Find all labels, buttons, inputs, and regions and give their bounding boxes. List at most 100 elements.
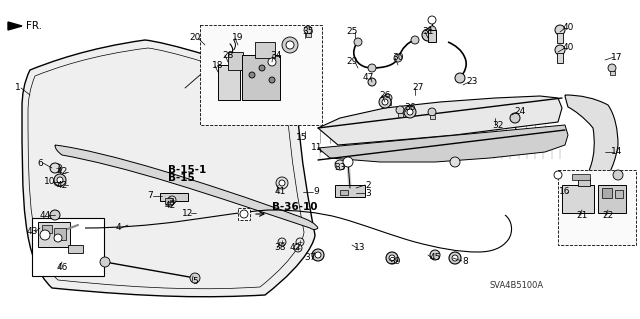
Polygon shape bbox=[318, 96, 562, 145]
Text: 43: 43 bbox=[26, 227, 38, 236]
Bar bbox=[38, 222, 70, 247]
Circle shape bbox=[240, 210, 248, 218]
Bar bbox=[397, 113, 403, 117]
Text: 8: 8 bbox=[462, 256, 468, 265]
Text: 44: 44 bbox=[40, 211, 51, 219]
Circle shape bbox=[259, 65, 265, 71]
Circle shape bbox=[379, 96, 391, 108]
Text: 42: 42 bbox=[164, 201, 175, 210]
Circle shape bbox=[166, 198, 174, 206]
Circle shape bbox=[411, 36, 419, 44]
Text: 7: 7 bbox=[147, 191, 153, 201]
Text: 27: 27 bbox=[412, 84, 424, 93]
Circle shape bbox=[315, 252, 321, 258]
Circle shape bbox=[54, 164, 62, 172]
Bar bbox=[238, 208, 250, 220]
Bar bbox=[615, 190, 623, 198]
Text: 20: 20 bbox=[189, 33, 201, 42]
Text: 45: 45 bbox=[429, 254, 441, 263]
Circle shape bbox=[613, 170, 623, 180]
Bar bbox=[572, 174, 590, 180]
Circle shape bbox=[430, 250, 440, 260]
Bar bbox=[242, 55, 280, 100]
Text: 40: 40 bbox=[563, 24, 573, 33]
Text: 10: 10 bbox=[44, 177, 56, 187]
PathPatch shape bbox=[55, 145, 318, 229]
Text: 24: 24 bbox=[515, 108, 525, 116]
Bar bbox=[578, 178, 590, 186]
Text: B-15: B-15 bbox=[168, 173, 195, 183]
Circle shape bbox=[396, 106, 404, 114]
Text: 22: 22 bbox=[602, 211, 614, 219]
Text: 13: 13 bbox=[355, 243, 365, 253]
Polygon shape bbox=[318, 125, 568, 162]
Circle shape bbox=[40, 230, 50, 240]
Polygon shape bbox=[8, 22, 22, 30]
Circle shape bbox=[422, 29, 434, 41]
Text: 31: 31 bbox=[422, 27, 434, 36]
Text: 33: 33 bbox=[334, 164, 346, 173]
Circle shape bbox=[554, 171, 562, 179]
Circle shape bbox=[190, 273, 200, 283]
Circle shape bbox=[384, 94, 392, 102]
Circle shape bbox=[100, 257, 110, 267]
Text: B-36-10: B-36-10 bbox=[272, 202, 317, 212]
Bar bbox=[218, 65, 240, 100]
Text: 15: 15 bbox=[296, 133, 308, 143]
Circle shape bbox=[428, 108, 436, 116]
Bar bbox=[557, 33, 563, 43]
Text: 30: 30 bbox=[392, 54, 404, 63]
Circle shape bbox=[354, 38, 362, 46]
Bar bbox=[335, 185, 365, 197]
Circle shape bbox=[50, 163, 60, 173]
Circle shape bbox=[368, 78, 376, 86]
Circle shape bbox=[608, 64, 616, 72]
Circle shape bbox=[279, 180, 285, 186]
Text: 39: 39 bbox=[389, 257, 401, 266]
Circle shape bbox=[296, 238, 304, 246]
Circle shape bbox=[168, 196, 176, 204]
Text: 36: 36 bbox=[404, 103, 416, 113]
Circle shape bbox=[282, 37, 298, 53]
Circle shape bbox=[286, 41, 294, 49]
Text: 21: 21 bbox=[576, 211, 588, 219]
Text: 37: 37 bbox=[304, 254, 316, 263]
Circle shape bbox=[368, 64, 376, 72]
Bar bbox=[558, 170, 636, 245]
Circle shape bbox=[269, 77, 275, 83]
Bar bbox=[429, 33, 435, 37]
Circle shape bbox=[343, 157, 353, 167]
Text: 42: 42 bbox=[56, 167, 68, 176]
Circle shape bbox=[335, 160, 345, 170]
Bar bbox=[562, 185, 594, 213]
Text: 16: 16 bbox=[559, 188, 571, 197]
Bar bbox=[602, 188, 612, 198]
Circle shape bbox=[304, 26, 312, 34]
Circle shape bbox=[294, 244, 302, 252]
Text: 6: 6 bbox=[37, 159, 43, 167]
Bar bbox=[429, 115, 435, 119]
Circle shape bbox=[57, 177, 63, 183]
Text: 34: 34 bbox=[270, 50, 282, 60]
Circle shape bbox=[450, 157, 460, 167]
Bar bbox=[68, 245, 83, 253]
Circle shape bbox=[555, 45, 565, 55]
Bar bbox=[428, 30, 436, 42]
Text: 4: 4 bbox=[115, 224, 121, 233]
Circle shape bbox=[404, 106, 416, 118]
Text: SVA4B5100A: SVA4B5100A bbox=[490, 280, 544, 290]
Text: 1: 1 bbox=[15, 84, 21, 93]
Circle shape bbox=[50, 210, 60, 220]
Text: 35: 35 bbox=[302, 27, 314, 36]
Text: 14: 14 bbox=[611, 147, 623, 157]
Circle shape bbox=[449, 252, 461, 264]
Bar bbox=[385, 101, 390, 105]
Circle shape bbox=[428, 16, 436, 24]
Bar bbox=[228, 52, 243, 70]
Bar bbox=[160, 193, 188, 201]
Circle shape bbox=[382, 99, 388, 105]
Text: 23: 23 bbox=[467, 78, 477, 86]
Bar bbox=[255, 42, 275, 58]
Text: 41: 41 bbox=[275, 188, 285, 197]
Bar bbox=[305, 33, 310, 37]
